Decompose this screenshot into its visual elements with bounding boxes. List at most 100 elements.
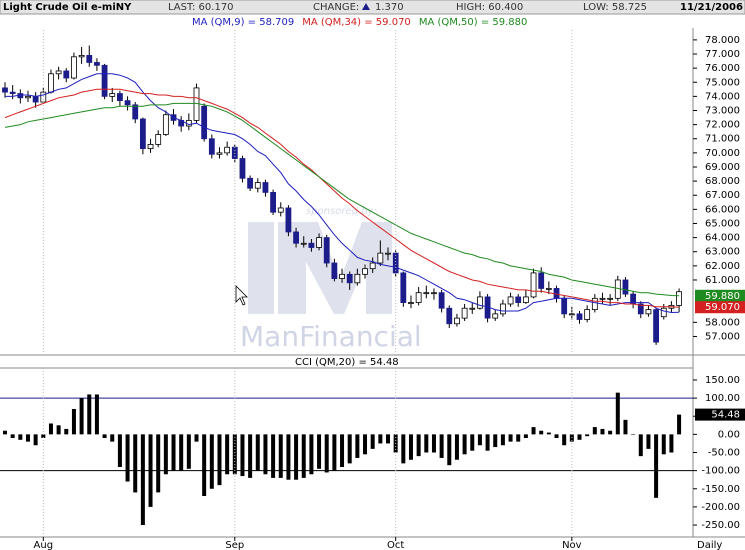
candle-body [400,272,407,303]
value-box [695,289,745,302]
cci-bar [477,434,482,446]
cci-bar [217,434,222,486]
cci-bar [539,430,544,435]
cci-bar [454,434,459,460]
cci-bar [623,419,628,435]
header-bar [0,0,745,15]
ma-line [5,73,680,314]
cci-bar [317,434,322,469]
candle-body [162,114,169,135]
value-box [695,301,745,314]
candle-body [477,296,483,309]
candle-body [71,56,77,79]
cci-bar [508,434,513,442]
cci-bar [669,434,674,453]
cci-bar [240,434,245,477]
cci-bar [554,434,559,438]
y-tick-label: 62.000 [705,261,740,272]
y-tick-label: 58.000 [705,317,740,328]
candle-body [117,93,123,102]
cci-bar [71,408,76,435]
cci-bar [355,434,360,458]
candle-body [101,64,108,97]
cci-bar [416,434,421,457]
cci-bar [156,434,161,493]
cci-bar [271,434,276,478]
cci-bar [248,434,253,478]
candle-body [2,87,8,93]
cci-bar [3,430,7,435]
cci-bar [102,434,107,438]
high: HIGH: 60.400 [456,2,523,13]
candle-body [25,95,31,99]
cci-bar [10,434,15,438]
x-tick-label: Oct [387,540,404,550]
cci-bar [294,434,299,480]
candle-body [438,292,445,309]
cci-bar [523,434,528,438]
value-box [695,408,745,421]
legend-entry: MA (QM,9) = 58.709 [192,17,294,28]
candle-body [622,279,629,295]
candle-body [124,100,131,106]
candle-body [660,307,667,318]
y-tick-label: 150.00 [705,375,740,386]
candle-body [377,252,384,264]
cci-bar [263,434,268,475]
candle-body [369,262,376,270]
y-tick-label: 78.000 [705,35,740,46]
cci-bar [401,434,406,464]
y-tick-label: 68.000 [705,176,740,187]
symbol: Light Crude Oil e-miNY [3,2,132,13]
y-tick-label: 67.000 [705,190,740,201]
ma-line [4,88,680,308]
cci-bar [546,432,551,435]
candle-body [247,177,254,189]
candle-body [293,231,299,244]
candle-body [530,272,537,298]
candle-body [139,118,146,150]
y-tick-label: -150.00 [701,484,740,495]
y-tick-label: -250.00 [701,520,740,531]
candle-body [254,182,261,189]
y-tick-label: 75.000 [705,77,740,88]
candle-body [55,70,62,75]
value-box-label: 54.48 [711,410,740,421]
cci-bar [462,434,467,455]
cci-bar [171,434,176,471]
candle-body [316,237,322,248]
value-box-label: 59.070 [705,302,740,313]
cci-bar [631,434,636,435]
candle-body [354,273,361,284]
cci-bar [585,434,590,437]
cci-bar [470,434,475,451]
candle-body [385,252,391,255]
panel-title: CCI (QM,20) = 54.48 [295,357,399,368]
cci-bar [592,427,597,435]
cci-bar [646,434,651,449]
cci-bar [408,434,413,460]
last: LAST: 60.170 [168,2,234,13]
y-tick-label: -100.00 [701,466,740,477]
cci-bar [677,414,682,435]
low: LOW: 58.725 [583,2,647,13]
candle-body [270,192,277,213]
candle-body [492,313,499,319]
candle-body [32,95,39,103]
y-tick-label: -200.00 [701,502,740,513]
cci-bar [332,434,337,471]
candle-body [591,297,598,311]
candle-body [461,307,468,319]
cci-bar [301,434,306,478]
cci-bar [194,434,199,442]
candle-body [653,309,659,343]
cci-bar [179,434,184,471]
candle-body [392,252,399,274]
candle-body [63,70,70,79]
candle-body [499,303,506,315]
y-tick-label: 71.000 [705,134,740,145]
candle-body [637,303,644,315]
cci-bar [117,434,122,468]
candle-body [323,237,330,264]
